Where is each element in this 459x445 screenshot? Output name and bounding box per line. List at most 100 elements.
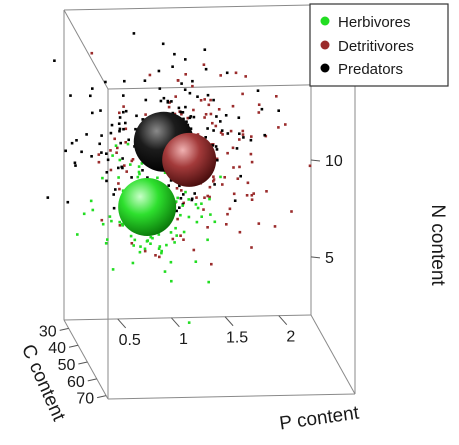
point-predators bbox=[119, 141, 122, 145]
point-detritivores bbox=[273, 225, 277, 228]
point-detritivores bbox=[246, 181, 250, 185]
point-predators bbox=[112, 206, 116, 210]
point-predators bbox=[89, 94, 92, 98]
point-predators bbox=[193, 192, 196, 195]
point-predators bbox=[263, 133, 266, 137]
point-detritivores bbox=[241, 92, 244, 96]
point-detritivores bbox=[125, 170, 128, 173]
point-detritivores bbox=[245, 194, 249, 197]
point-detritivores bbox=[204, 113, 208, 116]
point-detritivores bbox=[208, 195, 211, 199]
point-herbivores bbox=[101, 176, 104, 180]
point-herbivores bbox=[213, 220, 217, 224]
legend-label-detritivores: Detritivores bbox=[338, 38, 414, 55]
point-predators bbox=[225, 71, 229, 75]
p-axis-ticks: 0.5 1 1.5 2 bbox=[117, 315, 295, 349]
point-detritivores bbox=[167, 105, 171, 109]
point-herbivores bbox=[187, 198, 190, 201]
point-detritivores bbox=[250, 198, 254, 201]
point-herbivores bbox=[207, 280, 210, 284]
point-detritivores bbox=[214, 124, 218, 128]
point-detritivores bbox=[97, 160, 101, 164]
point-predators bbox=[99, 109, 102, 112]
point-predators bbox=[118, 129, 121, 133]
point-predators bbox=[212, 129, 215, 132]
c-axis-tick-label: 50 bbox=[58, 357, 76, 374]
point-herbivores bbox=[174, 200, 178, 203]
point-predators bbox=[132, 32, 136, 35]
point-predators bbox=[105, 152, 108, 155]
c-axis-tick-mark bbox=[97, 395, 107, 399]
point-predators bbox=[219, 120, 222, 123]
p-axis-tick-mark bbox=[278, 315, 288, 325]
c-axis-tick-label: 60 bbox=[67, 374, 85, 391]
point-herbivores bbox=[170, 279, 173, 283]
point-predators bbox=[189, 127, 193, 130]
legend-marker-detritivores bbox=[320, 40, 330, 50]
point-predators bbox=[122, 94, 125, 97]
p-axis-tick-label: 1.5 bbox=[226, 330, 248, 347]
point-herbivores bbox=[208, 197, 211, 201]
point-detritivores bbox=[203, 116, 206, 119]
point-predators bbox=[141, 169, 144, 172]
point-predators bbox=[214, 145, 218, 148]
point-predators bbox=[109, 131, 113, 135]
point-herbivores bbox=[89, 199, 93, 203]
point-herbivores bbox=[101, 222, 105, 226]
point-predators bbox=[100, 151, 103, 154]
point-detritivores bbox=[130, 159, 134, 163]
point-predators bbox=[179, 197, 183, 200]
box-edge bbox=[310, 314, 356, 395]
point-predators bbox=[184, 58, 187, 61]
point-detritivores bbox=[212, 175, 215, 178]
point-detritivores bbox=[122, 105, 125, 108]
point-predators bbox=[64, 149, 67, 153]
p-axis-tick-mark bbox=[224, 316, 234, 327]
point-predators bbox=[189, 115, 193, 118]
point-herbivores bbox=[138, 250, 142, 254]
point-predators bbox=[105, 171, 109, 174]
point-detritivores bbox=[226, 212, 229, 216]
p-axis-tick-label: 0.5 bbox=[119, 332, 141, 349]
point-detritivores bbox=[257, 103, 261, 106]
point-herbivores bbox=[187, 215, 191, 219]
point-predators bbox=[179, 110, 182, 114]
point-predators bbox=[66, 200, 70, 204]
point-herbivores bbox=[132, 244, 135, 247]
point-predators bbox=[141, 118, 144, 121]
point-herbivores bbox=[140, 162, 144, 165]
point-detritivores bbox=[175, 187, 179, 190]
point-predators bbox=[91, 87, 94, 90]
point-herbivores bbox=[149, 242, 152, 245]
box-edge bbox=[63, 4, 312, 11]
point-detritivores bbox=[221, 133, 224, 136]
point-detritivores bbox=[143, 249, 147, 253]
point-detritivores bbox=[90, 51, 94, 55]
point-predators bbox=[106, 158, 110, 162]
point-herbivores bbox=[117, 176, 120, 179]
point-predators bbox=[158, 87, 162, 90]
point-herbivores bbox=[151, 236, 154, 240]
point-herbivores bbox=[104, 242, 108, 245]
point-herbivores bbox=[219, 175, 222, 179]
point-predators bbox=[69, 94, 72, 97]
point-herbivores bbox=[121, 189, 125, 192]
point-detritivores bbox=[250, 194, 254, 197]
x-axis-title: P content bbox=[278, 402, 361, 434]
point-detritivores bbox=[219, 131, 223, 134]
point-predators bbox=[188, 91, 192, 95]
point-predators bbox=[177, 106, 181, 110]
point-herbivores bbox=[91, 208, 95, 212]
point-herbivores bbox=[110, 219, 113, 223]
point-detritivores bbox=[191, 84, 194, 88]
point-detritivores bbox=[123, 164, 126, 167]
point-detritivores bbox=[180, 112, 183, 116]
point-detritivores bbox=[229, 129, 233, 133]
point-predators bbox=[110, 123, 114, 127]
point-herbivores bbox=[133, 238, 137, 242]
point-detritivores bbox=[131, 158, 135, 161]
point-herbivores bbox=[163, 270, 167, 273]
point-detritivores bbox=[257, 222, 261, 225]
point-predators bbox=[161, 42, 165, 46]
point-detritivores bbox=[203, 98, 206, 101]
